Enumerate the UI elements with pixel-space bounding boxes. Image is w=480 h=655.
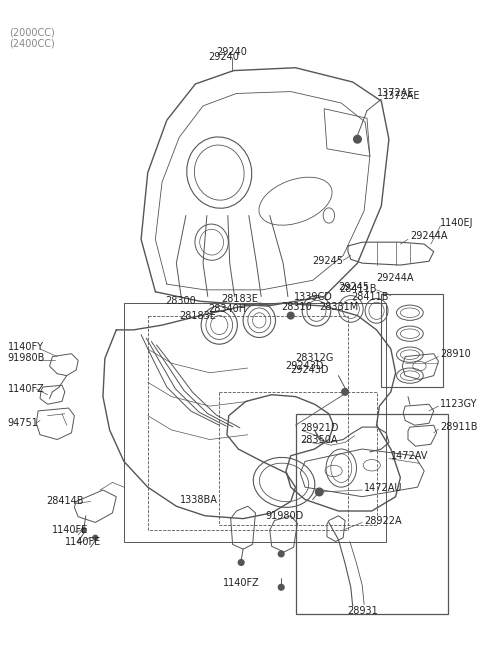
Bar — [148, 316, 348, 530]
Text: 1339CD: 1339CD — [294, 293, 333, 303]
Text: 29243D: 29243D — [290, 365, 329, 375]
Circle shape — [354, 136, 361, 143]
Text: 1338BA: 1338BA — [180, 495, 217, 504]
Text: (2000CC): (2000CC) — [10, 28, 55, 37]
Text: 91980B: 91980B — [8, 354, 45, 364]
Text: 1123GY: 1123GY — [441, 400, 478, 409]
Text: 28414B: 28414B — [46, 496, 83, 506]
Circle shape — [238, 559, 244, 565]
Text: 28331M: 28331M — [319, 302, 359, 312]
Text: 29240: 29240 — [209, 52, 240, 62]
Text: 28183E: 28183E — [221, 294, 258, 305]
Text: 28312G: 28312G — [296, 354, 334, 364]
Text: 91980D: 91980D — [265, 511, 303, 521]
Text: 1372AE: 1372AE — [383, 91, 420, 102]
Text: 1472AV: 1472AV — [391, 451, 428, 460]
Text: 1140EJ: 1140EJ — [441, 218, 474, 228]
Text: 28931: 28931 — [347, 606, 378, 616]
Text: 29244A: 29244A — [376, 273, 414, 284]
Text: 28921D: 28921D — [300, 423, 339, 433]
Text: 1140FY: 1140FY — [8, 342, 44, 352]
Circle shape — [82, 528, 86, 533]
Circle shape — [315, 488, 323, 496]
Text: 29244A: 29244A — [410, 231, 447, 242]
Text: 28911B: 28911B — [441, 422, 478, 432]
Circle shape — [278, 584, 284, 590]
Circle shape — [288, 312, 294, 319]
Text: 28310: 28310 — [281, 302, 312, 312]
Text: 29245: 29245 — [312, 256, 343, 266]
Text: 28910: 28910 — [441, 348, 471, 359]
Bar — [296, 414, 448, 614]
Text: 1140FE: 1140FE — [65, 536, 101, 546]
Text: 29240: 29240 — [216, 47, 247, 56]
Text: 29245: 29245 — [338, 282, 370, 292]
Text: 1472AU: 1472AU — [364, 483, 403, 493]
Text: 28300: 28300 — [166, 296, 196, 307]
Text: 28411B: 28411B — [339, 284, 376, 294]
Circle shape — [93, 535, 98, 540]
Circle shape — [342, 388, 348, 395]
Text: 94751: 94751 — [8, 419, 38, 428]
Text: 29243D: 29243D — [286, 361, 324, 371]
Text: 28340H: 28340H — [208, 304, 246, 314]
Circle shape — [278, 551, 284, 557]
Text: 28350A: 28350A — [300, 434, 338, 445]
Text: 28922A: 28922A — [364, 515, 402, 525]
Text: 1372AE: 1372AE — [376, 88, 414, 98]
Text: (2400CC): (2400CC) — [10, 39, 55, 49]
Bar — [219, 392, 376, 525]
Bar — [124, 303, 386, 542]
Text: 28183E: 28183E — [179, 310, 216, 320]
Text: 28411B: 28411B — [351, 293, 388, 303]
Text: 1140FZ: 1140FZ — [223, 578, 259, 588]
Text: 1140FE: 1140FE — [52, 525, 89, 535]
Text: 1140FZ: 1140FZ — [8, 384, 44, 394]
